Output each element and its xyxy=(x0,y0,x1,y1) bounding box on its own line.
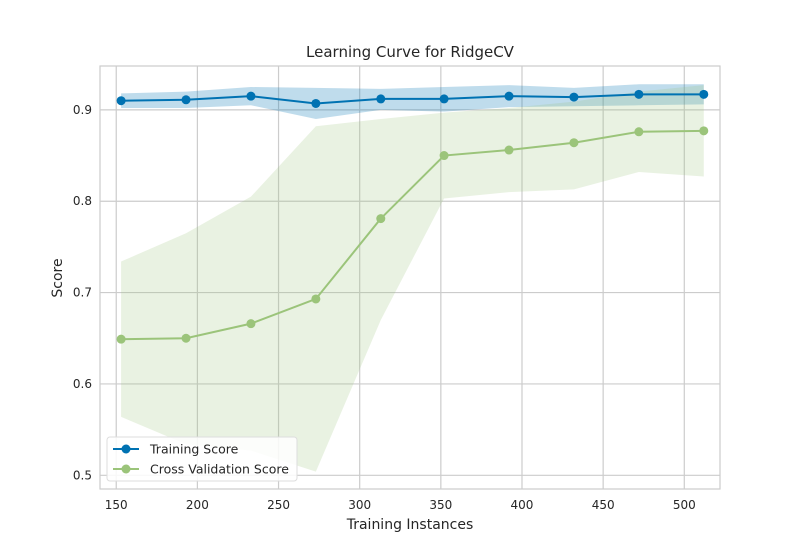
x-tick-label: 250 xyxy=(267,498,290,512)
cross-validation-score-line xyxy=(121,129,704,341)
cross-validation-score-band xyxy=(121,85,704,472)
cross-validation-score-point xyxy=(634,127,644,137)
y-tick-label: 0.9 xyxy=(73,103,92,117)
plot-frame xyxy=(99,65,721,490)
x-axis-label: Training Instances xyxy=(346,517,474,533)
cross-validation-score-legend-label: Cross Validation Score xyxy=(150,462,289,477)
training-score-point xyxy=(116,96,126,106)
training-score-point xyxy=(246,91,256,101)
series-points xyxy=(116,89,709,344)
cross-validation-score-point xyxy=(246,319,256,329)
series-lines xyxy=(121,93,704,341)
training-score-point xyxy=(569,92,579,102)
cross-validation-score-point xyxy=(116,334,126,344)
legend: Training Score Cross Validation Score xyxy=(106,436,298,482)
training-score-point xyxy=(311,98,321,108)
confidence-bands xyxy=(121,84,704,472)
y-tick-labels: 0.5 0.6 0.7 0.8 0.9 xyxy=(73,103,92,482)
cross-validation-score-point xyxy=(699,126,709,136)
training-score-point xyxy=(376,94,386,104)
training-score-legend-label: Training Score xyxy=(149,442,239,457)
cross-validation-score-point xyxy=(181,333,191,343)
cross-validation-score-legend-marker xyxy=(121,464,131,474)
x-tick-label: 450 xyxy=(592,498,615,512)
cross-validation-score-point xyxy=(504,145,514,155)
x-tick-label: 500 xyxy=(673,498,696,512)
training-score-legend-marker xyxy=(121,444,131,454)
chart-title: Learning Curve for RidgeCV xyxy=(306,43,515,61)
cross-validation-score-point xyxy=(569,138,579,148)
training-score-band xyxy=(121,84,704,119)
training-score-point xyxy=(634,89,644,99)
y-axis-label: Score xyxy=(50,258,66,297)
cross-validation-score-point xyxy=(439,151,449,161)
y-tick-label: 0.6 xyxy=(73,377,92,391)
x-tick-label: 200 xyxy=(186,498,209,512)
x-tick-label: 400 xyxy=(511,498,534,512)
y-tick-label: 0.7 xyxy=(73,286,92,300)
training-score-point xyxy=(699,89,709,99)
x-tick-label: 150 xyxy=(105,498,128,512)
x-tick-labels: 150 200 250 300 350 400 450 500 xyxy=(105,498,696,512)
x-tick-label: 350 xyxy=(429,498,452,512)
x-tick-label: 300 xyxy=(348,498,371,512)
cross-validation-score-point xyxy=(376,214,386,224)
y-tick-label: 0.8 xyxy=(73,194,92,208)
cross-validation-score-point xyxy=(311,294,321,304)
grid-lines xyxy=(100,66,720,489)
y-tick-label: 0.5 xyxy=(73,468,92,482)
legend-box xyxy=(106,436,298,482)
training-score-line xyxy=(121,93,704,105)
training-score-point xyxy=(181,95,191,105)
training-score-point xyxy=(439,94,449,104)
training-score-point xyxy=(504,91,514,101)
